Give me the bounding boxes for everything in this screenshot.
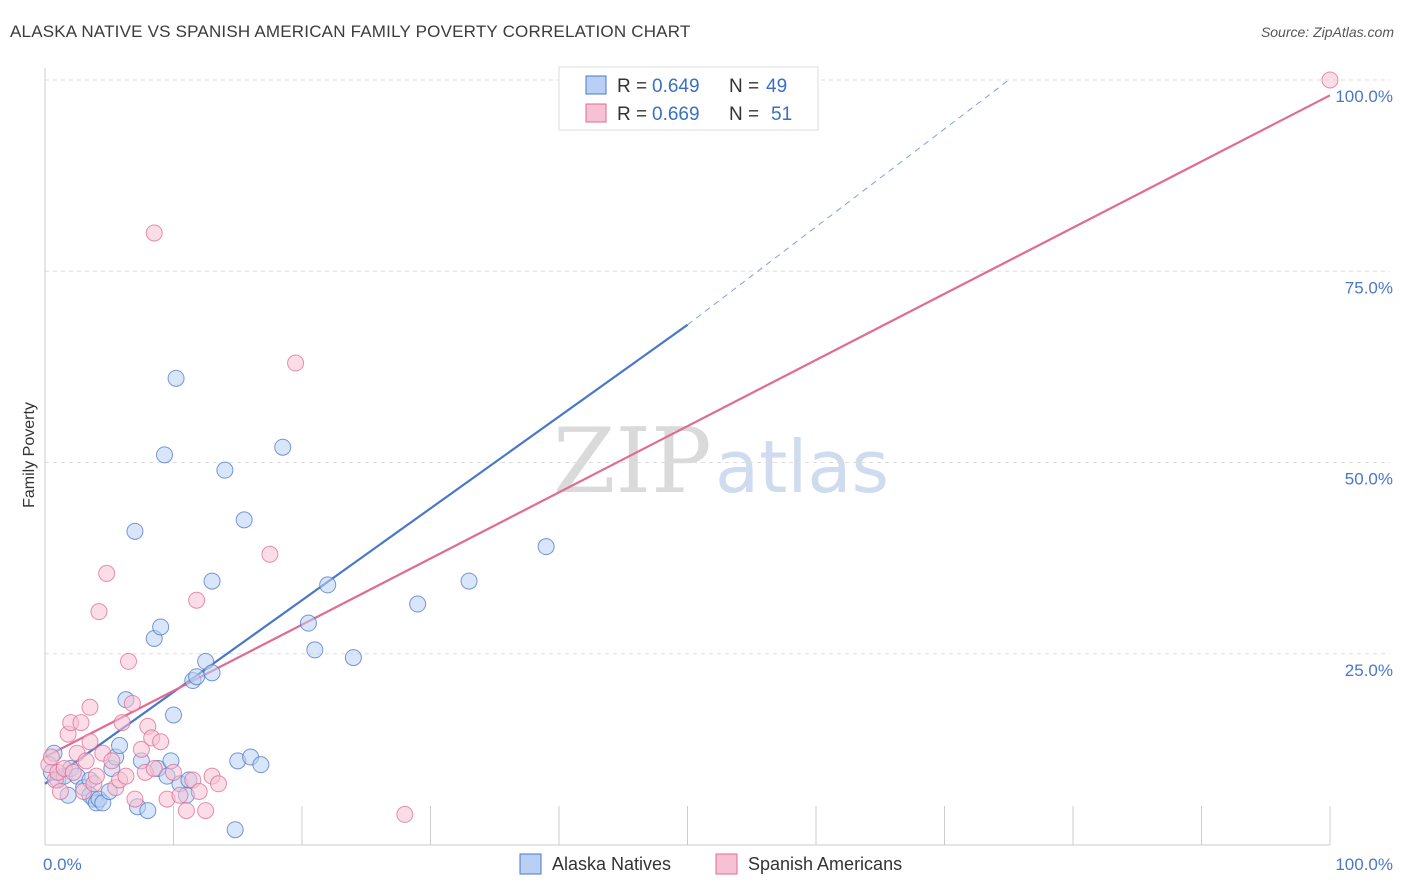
legend-n-value-alaska: 49: [766, 76, 787, 97]
point-spanish-14: [81, 733, 99, 751]
legend-n-label-alaska: N =: [729, 76, 759, 97]
point-spanish-26: [123, 694, 141, 712]
point-spanish-20: [103, 752, 121, 770]
legend-r-value-alaska: 0.649: [652, 76, 700, 97]
trend-line-extension-0: [687, 79, 1010, 326]
point-alaska-45: [274, 438, 292, 456]
x-tick-label-1: 100.0%: [1335, 855, 1393, 874]
point-spanish-46: [287, 354, 305, 372]
point-spanish-35: [165, 763, 182, 781]
legend-r-label-spanish: R =: [617, 104, 647, 125]
chart-title: ALASKA NATIVE VS SPANISH AMERICAN FAMILY…: [10, 22, 691, 41]
x-tick-labels: 0.0% 100.0%: [43, 855, 1393, 874]
point-spanish-44: [145, 224, 163, 242]
point-alaska-47: [306, 641, 324, 659]
point-spanish-33: [152, 733, 170, 751]
point-spanish-13: [81, 698, 99, 716]
y-tick-label-1: 50.0%: [1345, 470, 1393, 489]
point-alaska-46: [299, 614, 317, 632]
point-alaska-37: [203, 664, 221, 682]
point-spanish-36: [171, 786, 189, 804]
point-alaska-48: [319, 576, 337, 594]
point-spanish-39: [188, 591, 206, 609]
point-alaska-22: [139, 802, 157, 820]
point-alaska-44: [252, 756, 270, 774]
y-axis-label: Family Poverty: [21, 402, 38, 508]
point-alaska-42: [235, 511, 253, 529]
bottom-legend-swatch-spanish: [715, 853, 738, 875]
legend-r-value-spanish: 0.669: [652, 104, 700, 125]
point-spanish-28: [132, 740, 150, 758]
legend-n-value-spanish: 51: [771, 104, 792, 125]
point-spanish-1: [42, 748, 60, 766]
data-points: [40, 71, 1339, 839]
trend-lines: [44, 79, 1331, 785]
point-spanish-12: [77, 752, 95, 770]
y-tick-label-0: 25.0%: [1345, 661, 1393, 680]
point-spanish-47: [396, 805, 414, 823]
point-spanish-40: [190, 782, 208, 800]
point-spanish-4: [51, 782, 69, 800]
bottom-legend-label-spanish: Spanish Americans: [748, 854, 902, 874]
point-spanish-23: [113, 714, 131, 732]
x-tick-label-0: 0.0%: [43, 855, 82, 874]
point-spanish-25: [120, 652, 138, 670]
legend-swatch-spanish: [585, 103, 607, 123]
point-spanish-32: [145, 760, 163, 777]
point-alaska-50: [409, 595, 427, 613]
point-spanish-45: [261, 545, 279, 563]
legend-swatch-alaska: [585, 75, 607, 95]
bottom-legend-swatch-alaska: [519, 853, 542, 875]
y-tick-label-3: 100.0%: [1335, 87, 1393, 106]
bottom-legend-label-alaska: Alaska Natives: [552, 854, 671, 874]
point-alaska-52: [537, 538, 555, 556]
y-tick-labels: 25.0% 50.0% 75.0% 100.0%: [1335, 87, 1393, 680]
gridlines: [45, 79, 1390, 655]
legend-box: R = 0.649 N = 49 R = 0.669 N = 51: [558, 66, 819, 131]
point-spanish-16: [87, 767, 105, 785]
legend-r-label-alaska: R =: [617, 76, 647, 97]
point-alaska-26: [156, 446, 174, 464]
point-alaska-51: [460, 572, 478, 590]
trend-line-0: [44, 323, 689, 785]
watermark-atlas: atlas: [715, 425, 889, 509]
point-spanish-41: [197, 802, 215, 820]
point-alaska-25: [152, 618, 170, 636]
point-spanish-8: [64, 763, 82, 781]
point-spanish-27: [126, 790, 144, 808]
trend-line-1: [44, 94, 1331, 759]
point-spanish-19: [98, 564, 116, 582]
point-alaska-40: [226, 821, 244, 839]
point-alaska-29: [165, 706, 182, 724]
point-alaska-49: [344, 649, 362, 667]
source-label: Source: ZipAtlas.com: [1260, 24, 1394, 40]
bottom-legend: Alaska Natives Spanish Americans: [519, 853, 902, 875]
point-alaska-17: [111, 737, 129, 755]
point-spanish-17: [90, 603, 108, 621]
point-alaska-19: [126, 522, 144, 540]
point-alaska-38: [203, 572, 221, 590]
point-spanish-37: [177, 802, 195, 820]
point-spanish-43: [209, 775, 227, 793]
point-alaska-39: [216, 461, 234, 479]
point-spanish-24: [117, 767, 135, 785]
point-spanish-10: [72, 714, 90, 732]
legend-n-label-spanish: N =: [729, 104, 759, 125]
point-alaska-35: [188, 668, 206, 686]
y-tick-label-2: 75.0%: [1345, 278, 1393, 297]
point-alaska-30: [167, 369, 185, 387]
point-spanish-48: [1321, 71, 1339, 89]
axes: [44, 68, 1331, 846]
